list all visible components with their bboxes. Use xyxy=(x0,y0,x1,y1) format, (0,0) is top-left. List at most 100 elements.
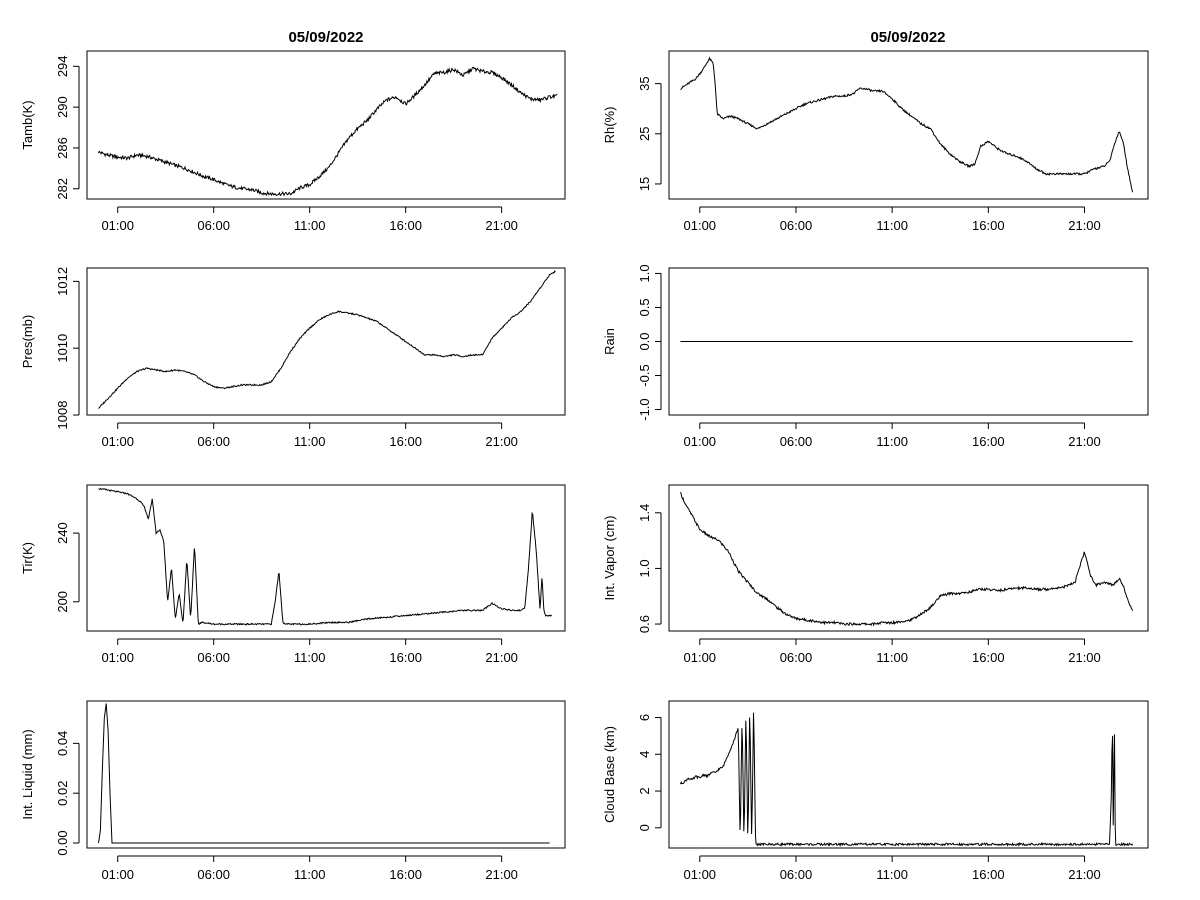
x-tick-label: 01:00 xyxy=(684,867,717,882)
y-tick-label: 35 xyxy=(637,76,652,90)
x-tick-label: 11:00 xyxy=(294,218,326,233)
x-tick-label: 11:00 xyxy=(294,650,326,665)
x-tick-label: 11:00 xyxy=(876,434,908,449)
series-line-pres xyxy=(98,270,556,409)
y-tick-label: 6 xyxy=(637,714,652,721)
x-tick-label: 06:00 xyxy=(197,218,230,233)
y-tick-label: 0.5 xyxy=(637,298,652,316)
panel-tamb: 01:00 06:00 11:00 16:00 21:00 282 286 290 294 Tam… xyxy=(20,50,566,233)
y-tick-label: 2 xyxy=(637,787,652,794)
x-tick-label: 21:00 xyxy=(1068,218,1101,233)
y-tick-label: 1.0 xyxy=(637,559,652,577)
panel-liquid: 01:00 06:00 11:00 16:00 21:00 0.00 0.02 0.04 Int… xyxy=(20,700,566,882)
x-tick-label: 11:00 xyxy=(876,218,908,233)
x-tick-label: 06:00 xyxy=(780,218,813,233)
y-axis-label: Int. Vapor (cm) xyxy=(602,515,617,600)
y-axis-label: Int. Liquid (mm) xyxy=(20,729,35,819)
x-tick-label: 16:00 xyxy=(389,434,422,449)
x-tick-label: 11:00 xyxy=(294,434,326,449)
y-tick-label: 0 xyxy=(637,824,652,831)
x-tick-label: 21:00 xyxy=(485,650,518,665)
x-tick-label: 16:00 xyxy=(389,218,422,233)
y-tick-label: 1008 xyxy=(55,401,70,430)
plot-frame xyxy=(86,484,566,632)
y-axis-label: Pres(mb) xyxy=(20,315,35,368)
x-tick-label: 16:00 xyxy=(972,867,1005,882)
x-tick-label: 16:00 xyxy=(389,650,422,665)
x-tick-label: 06:00 xyxy=(780,650,813,665)
x-tick-label: 06:00 xyxy=(780,867,813,882)
y-tick-label: 0.00 xyxy=(55,830,70,855)
x-tick-label: 06:00 xyxy=(197,650,230,665)
x-tick-label: 21:00 xyxy=(1068,434,1101,449)
y-tick-label: 294 xyxy=(55,55,70,77)
plot-frame xyxy=(668,484,1149,632)
y-tick-label: -0.5 xyxy=(637,364,652,386)
x-tick-label: 01:00 xyxy=(101,650,134,665)
y-tick-label: 1012 xyxy=(55,267,70,296)
y-tick-label: 25 xyxy=(637,127,652,141)
y-tick-label: 0.6 xyxy=(637,615,652,633)
y-tick-label: 282 xyxy=(55,178,70,200)
panel-tir: 01:00 06:00 11:00 16:00 21:00 200 240 Tir(K) xyxy=(20,484,566,665)
y-tick-label: 0.0 xyxy=(637,332,652,350)
y-axis-label: Rain xyxy=(602,328,617,355)
y-axis-label: Cloud Base (km) xyxy=(602,726,617,823)
x-tick-label: 21:00 xyxy=(1068,867,1101,882)
series-line-cloudbase xyxy=(680,712,1134,847)
series-line-tir xyxy=(98,487,552,626)
panel-rain: 01:00 06:00 11:00 16:00 21:00 -1.0 -0.5 0.0 0.5 1… xyxy=(602,264,1149,449)
plot-frame xyxy=(668,50,1149,200)
y-tick-label: 240 xyxy=(55,522,70,544)
x-tick-label: 06:00 xyxy=(780,434,813,449)
y-tick-label: 1010 xyxy=(55,334,70,363)
y-tick-label: 4 xyxy=(637,751,652,758)
plot-frame xyxy=(86,50,566,200)
y-tick-label: 0.04 xyxy=(55,731,70,756)
x-tick-label: 16:00 xyxy=(972,434,1005,449)
y-tick-label: 1.4 xyxy=(637,504,652,522)
chart-panels: 01:00 06:00 11:00 16:00 21:00 282 286 290 294 Tam… xyxy=(20,50,1149,882)
x-tick-label: 16:00 xyxy=(972,650,1005,665)
plot-frame xyxy=(668,267,1149,416)
y-tick-label: 0.02 xyxy=(55,781,70,806)
x-tick-label: 11:00 xyxy=(876,867,908,882)
y-axis-label: Tir(K) xyxy=(20,542,35,574)
x-tick-label: 21:00 xyxy=(1068,650,1101,665)
y-tick-label: 290 xyxy=(55,96,70,118)
x-tick-label: 06:00 xyxy=(197,867,230,882)
panel-vapor: 01:00 06:00 11:00 16:00 21:00 0.6 1.0 1.4 Int. V… xyxy=(602,484,1149,665)
y-tick-label: 200 xyxy=(55,591,70,613)
panel-pres: 01:00 06:00 11:00 16:00 21:00 1008 1010 1012 Pre… xyxy=(20,267,566,449)
chart-title-right: 05/09/2022 xyxy=(870,29,945,46)
series-line-liquid xyxy=(98,703,550,844)
chart-title-left: 05/09/2022 xyxy=(288,29,363,46)
x-tick-label: 01:00 xyxy=(101,218,134,233)
x-tick-label: 16:00 xyxy=(389,867,422,882)
x-tick-label: 01:00 xyxy=(684,650,717,665)
x-tick-label: 21:00 xyxy=(485,434,518,449)
series-line-vapor xyxy=(680,492,1134,627)
y-tick-label: 1.0 xyxy=(637,264,652,282)
series-line-tamb xyxy=(98,66,558,197)
y-tick-label: -1.0 xyxy=(637,398,652,420)
y-tick-label: 286 xyxy=(55,137,70,159)
x-tick-label: 21:00 xyxy=(485,218,518,233)
x-tick-label: 01:00 xyxy=(684,434,717,449)
x-tick-label: 01:00 xyxy=(101,434,134,449)
y-axis-label: Tamb(K) xyxy=(20,100,35,149)
x-tick-label: 16:00 xyxy=(972,218,1005,233)
panel-cloudbase: 01:00 06:00 11:00 16:00 21:00 0 2 4 6 Cloud Base … xyxy=(602,700,1149,882)
plot-frame xyxy=(668,700,1149,849)
x-tick-label: 21:00 xyxy=(485,867,518,882)
y-tick-label: 15 xyxy=(637,177,652,191)
plot-frame xyxy=(86,700,566,849)
series-line-rh xyxy=(680,56,1134,193)
x-tick-label: 06:00 xyxy=(197,434,230,449)
x-tick-label: 01:00 xyxy=(101,867,134,882)
y-axis-label: Rh(%) xyxy=(602,107,617,144)
panel-rh: 01:00 06:00 11:00 16:00 21:00 15 25 35 Rh(%) xyxy=(602,50,1149,233)
x-tick-label: 01:00 xyxy=(684,218,717,233)
plot-frame xyxy=(86,267,566,416)
